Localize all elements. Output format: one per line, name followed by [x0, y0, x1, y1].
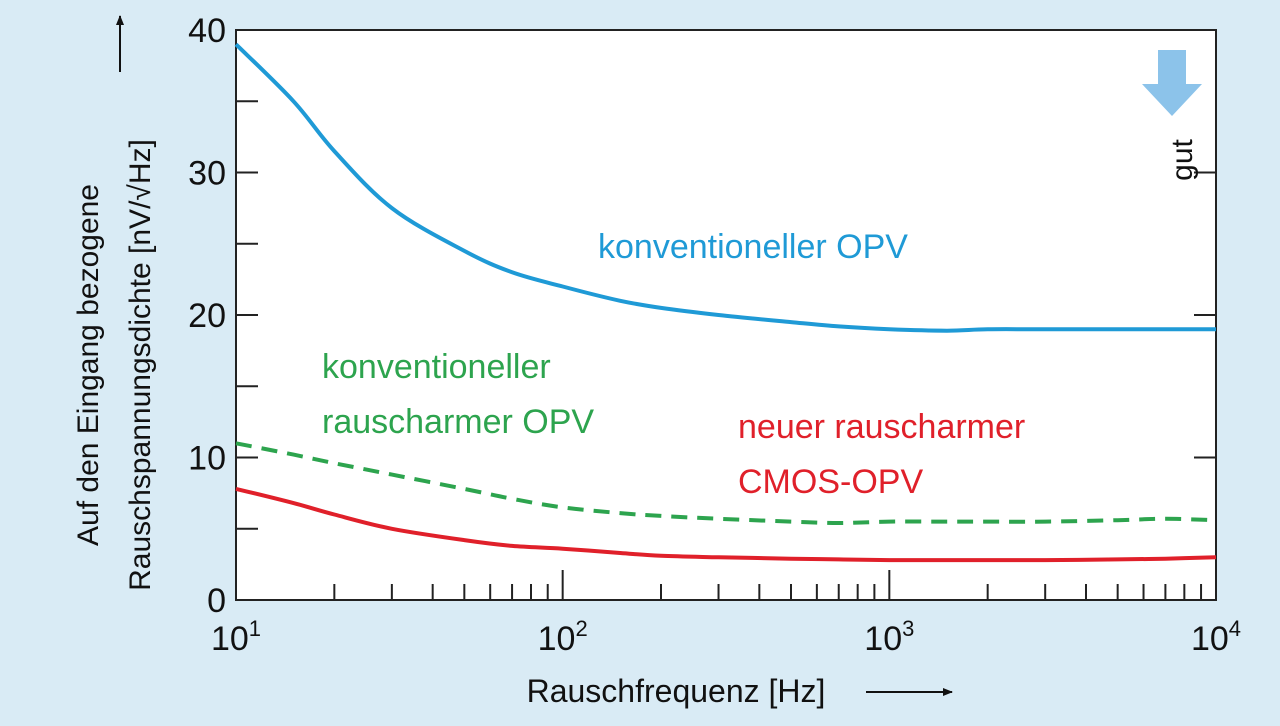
y-tick-label: 40	[188, 12, 226, 50]
series-label-0: konventioneller OPV	[598, 228, 908, 266]
y-ticks: 0 10 20 30 40	[188, 12, 1216, 620]
y-axis-title: Auf den Eingang bezogene Rauschspannungs…	[72, 139, 157, 591]
x-tick-label: 104	[1191, 616, 1241, 658]
y-axis-title-line1: Auf den Eingang bezogene	[72, 184, 105, 546]
x-tick-label: 102	[538, 616, 588, 658]
y-axis-title-line2: Rauschspannungsdichte [nV/√Hz]	[124, 139, 157, 591]
gut-label: gut	[1166, 138, 1199, 180]
series-label-1: rauscharmer OPV	[322, 403, 594, 441]
series-layer	[234, 42, 1217, 563]
x-tick-label: 103	[864, 616, 914, 658]
series-line-0	[234, 42, 1216, 333]
y-tick-label: 20	[188, 297, 226, 335]
labels-layer: konventioneller OPV konventioneller rausch…	[322, 228, 1025, 501]
series-line-1	[235, 441, 1217, 526]
series-line-2	[235, 486, 1217, 563]
x-axis-title: Rauschfrequenz [Hz]	[527, 673, 826, 709]
series-label-1: konventioneller	[322, 348, 551, 386]
minor-ticks	[333, 584, 1203, 600]
series-label-2: CMOS-OPV	[738, 463, 923, 501]
y-tick-label: 30	[188, 155, 226, 193]
y-tick-label: 0	[207, 582, 226, 620]
y-tick-label: 10	[188, 440, 226, 478]
x-ticks: 101 102 103 104	[211, 570, 1241, 658]
down-arrow-icon	[1142, 50, 1202, 116]
series-label-2: neuer rauscharmer	[738, 408, 1025, 446]
x-tick-label: 101	[211, 616, 261, 658]
